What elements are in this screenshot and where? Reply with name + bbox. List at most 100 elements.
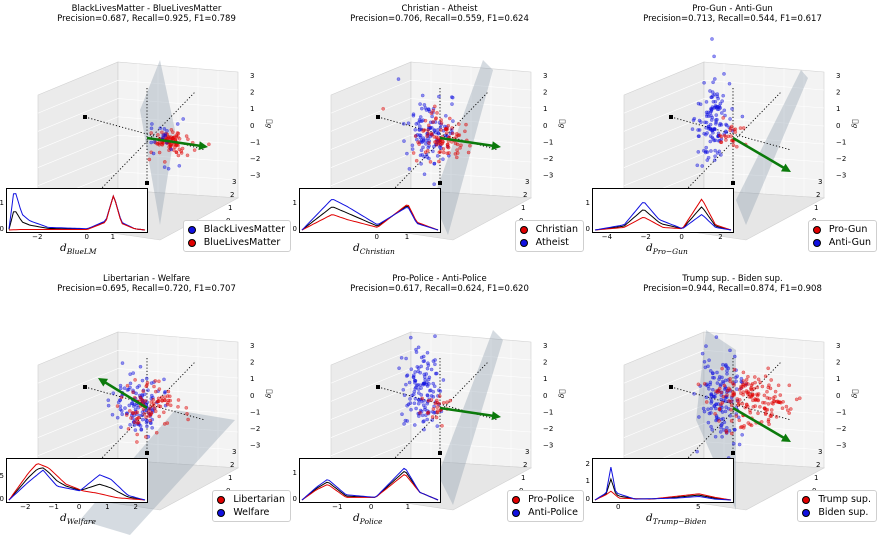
data-point xyxy=(429,367,434,372)
x-label-sub: Trump−Biden xyxy=(652,517,707,527)
data-point xyxy=(771,396,775,400)
data-point xyxy=(769,408,774,412)
density-plot xyxy=(8,463,146,501)
legend-label: Anti-Police xyxy=(528,507,578,518)
data-point xyxy=(424,142,428,146)
z-tick-label: −1 xyxy=(543,138,553,146)
data-point xyxy=(146,388,150,392)
data-point xyxy=(126,427,131,431)
data-point xyxy=(422,372,427,377)
data-point xyxy=(720,375,724,380)
data-point xyxy=(122,386,127,390)
data-point xyxy=(740,432,744,437)
legend: Libertarian Welfare xyxy=(212,490,291,522)
data-point xyxy=(146,434,151,439)
data-point xyxy=(430,418,434,422)
data-point xyxy=(119,425,123,429)
y-tick-label: 2 xyxy=(523,461,527,469)
data-point xyxy=(401,122,406,126)
data-point xyxy=(735,387,739,391)
data-point xyxy=(713,77,717,81)
data-point xyxy=(742,383,746,387)
ref-marker xyxy=(83,115,87,119)
data-point xyxy=(119,395,124,400)
z-tick-label: −3 xyxy=(543,172,553,180)
data-point xyxy=(739,386,743,390)
data-point xyxy=(725,369,729,373)
data-point xyxy=(414,347,418,352)
data-point xyxy=(767,396,772,401)
chart-title: Libertarian - Welfare Precision=0.695, Re… xyxy=(0,274,293,294)
data-point xyxy=(134,417,139,421)
data-point xyxy=(450,126,454,130)
ref-marker xyxy=(438,181,442,185)
data-point xyxy=(135,432,139,437)
data-point xyxy=(425,366,430,371)
data-point xyxy=(751,404,756,409)
data-point xyxy=(144,415,148,419)
legend-marker xyxy=(512,495,521,504)
data-point xyxy=(730,381,735,385)
data-point xyxy=(413,396,418,401)
data-point xyxy=(788,407,793,411)
data-point xyxy=(422,375,427,379)
direction-arrow-head xyxy=(98,378,109,387)
data-point xyxy=(207,142,211,147)
data-point xyxy=(707,387,711,391)
data-point xyxy=(425,134,429,138)
data-point xyxy=(170,130,175,134)
data-point xyxy=(143,399,148,403)
data-point xyxy=(397,366,401,370)
density-plot xyxy=(301,467,439,501)
data-point xyxy=(111,391,116,395)
z-axis-label: δ⃗ xyxy=(265,120,273,128)
data-point xyxy=(720,366,724,371)
data-point xyxy=(135,422,140,426)
legend-label: BlackLivesMatter xyxy=(203,224,285,235)
data-point xyxy=(437,94,441,99)
data-point xyxy=(181,117,185,121)
data-point xyxy=(423,377,427,382)
data-point xyxy=(123,406,127,410)
data-point xyxy=(736,399,740,404)
data-point xyxy=(404,374,409,378)
density-line-overall xyxy=(594,206,732,231)
legend: Christian Atheist xyxy=(514,220,584,252)
data-point xyxy=(431,109,435,113)
data-point xyxy=(421,139,425,144)
y-tick-label: 1 xyxy=(228,474,232,482)
data-point xyxy=(696,134,701,138)
data-point xyxy=(702,81,706,85)
data-point xyxy=(150,417,154,422)
data-point xyxy=(434,415,439,420)
data-point xyxy=(696,101,701,106)
data-point xyxy=(773,389,778,394)
data-point xyxy=(420,93,425,98)
inset-y-tick-label: 0 xyxy=(585,225,590,233)
data-point xyxy=(166,166,171,171)
data-point xyxy=(150,122,154,126)
z-tick-label: −1 xyxy=(250,138,260,146)
data-point xyxy=(468,143,472,148)
direction-arrow xyxy=(732,136,787,171)
data-point xyxy=(174,150,179,155)
data-point xyxy=(413,379,417,383)
data-point xyxy=(417,118,422,122)
data-point xyxy=(750,393,755,398)
data-point xyxy=(456,122,461,126)
data-point xyxy=(119,386,123,391)
data-point xyxy=(408,397,412,401)
z-tick-label: −1 xyxy=(543,408,553,416)
inset-x-label: dTrump−Biden xyxy=(646,512,706,526)
data-point xyxy=(727,386,731,391)
data-point xyxy=(718,140,723,144)
grid-line xyxy=(623,80,705,114)
data-point xyxy=(784,404,789,409)
data-point xyxy=(729,134,733,138)
data-point xyxy=(149,140,153,145)
data-point xyxy=(691,118,696,122)
z-tick-label: 3 xyxy=(836,72,840,80)
data-point xyxy=(152,406,157,411)
data-point xyxy=(740,114,745,119)
data-point xyxy=(416,345,421,350)
